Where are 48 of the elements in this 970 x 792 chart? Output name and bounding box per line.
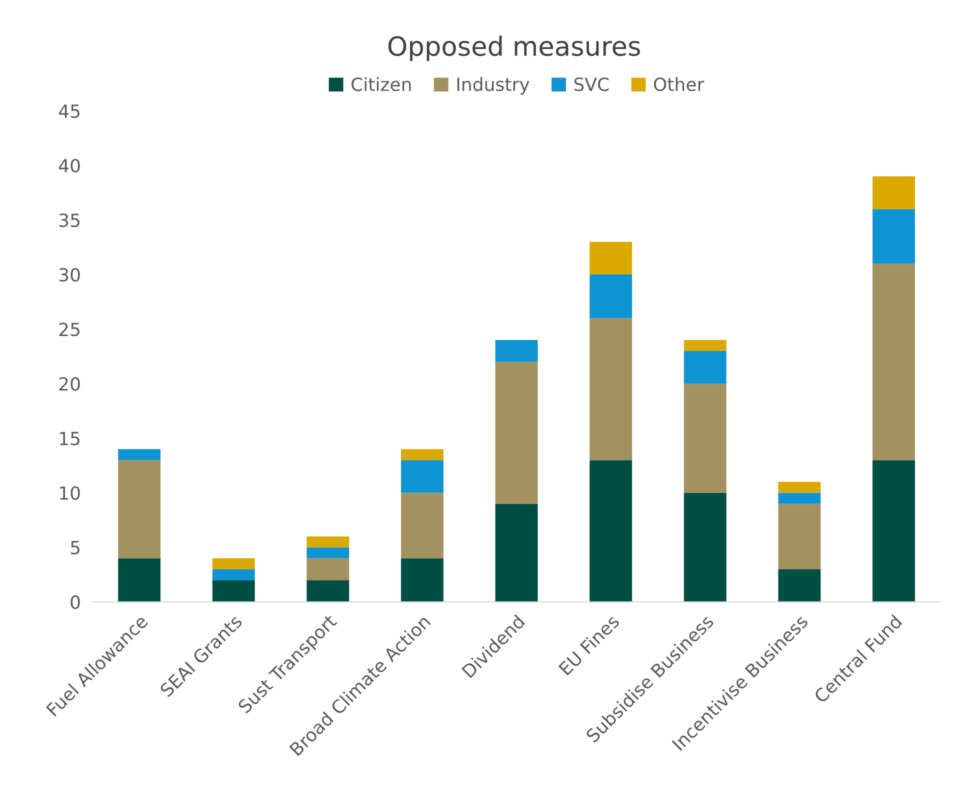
legend-label: Citizen (352, 77, 411, 92)
chart-title: Opposed measures (388, 36, 640, 62)
bar (306, 547, 350, 558)
y-tick-label: 25 (59, 322, 80, 336)
y-tick-label: 15 (60, 432, 80, 446)
bar (401, 449, 444, 460)
bar (118, 449, 161, 460)
bar (306, 580, 350, 602)
y-tick-label: 35 (59, 213, 80, 228)
bar (306, 536, 350, 548)
bar (590, 318, 632, 460)
bar (306, 558, 350, 580)
y-tick-label: 30 (59, 268, 80, 282)
bar (401, 558, 444, 602)
bar (401, 492, 444, 558)
bar (684, 340, 726, 351)
y-tick-label: 40 (58, 158, 80, 173)
bar (495, 340, 538, 362)
bar (590, 274, 632, 318)
bar (590, 460, 632, 602)
bar (872, 460, 915, 602)
bar (778, 482, 821, 493)
y-tick-label: 0 (70, 595, 80, 610)
bar (872, 209, 915, 264)
bar (872, 264, 915, 460)
bar (590, 242, 632, 275)
bar (118, 460, 161, 558)
bar (684, 350, 726, 384)
bar (212, 569, 255, 580)
bar (684, 492, 726, 602)
bar (212, 558, 255, 570)
bar (684, 384, 726, 493)
y-tick-label: 20 (59, 377, 80, 391)
legend-label: Other (654, 77, 704, 92)
y-tick-label: 5 (70, 541, 80, 554)
legend-label: Industry (457, 77, 530, 95)
bar (118, 558, 161, 602)
bar (495, 504, 538, 602)
legend-label: SVC (574, 77, 609, 92)
bar (495, 362, 538, 504)
bar (872, 176, 915, 210)
bar (778, 504, 821, 570)
bar (778, 569, 821, 602)
bar (401, 460, 444, 493)
bar (778, 492, 821, 504)
y-tick-label: 45 (58, 104, 80, 118)
y-tick-label: 10 (60, 486, 80, 500)
bar (212, 580, 255, 602)
